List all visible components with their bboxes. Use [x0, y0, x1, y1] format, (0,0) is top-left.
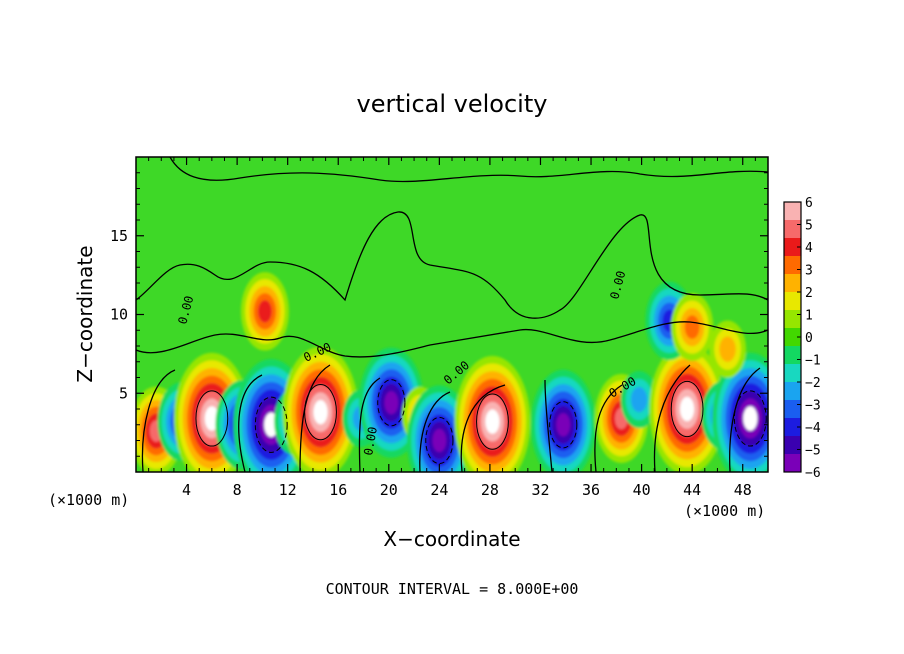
colorbar-tick-label: 2 [805, 286, 813, 301]
zero-contour-upper [169, 157, 768, 183]
x-tick-label: 28 [481, 481, 499, 499]
x-axis-unit-right: (×1000 m) [684, 502, 765, 520]
colorbar-tick-label: −5 [805, 444, 821, 459]
colorbar-tick-label: 3 [805, 264, 813, 279]
colorbar-tick-label: −2 [805, 376, 821, 391]
heatmap-cell [432, 428, 447, 453]
x-tick-label: 20 [380, 481, 398, 499]
zero-contour-middle [136, 211, 768, 319]
colorbar-segment [784, 310, 801, 329]
colorbar-tick-label: 0 [805, 331, 813, 346]
heatmap-cell-contour [733, 390, 767, 447]
heatmap-cell [258, 300, 272, 323]
x-axis-label: X−coordinate [383, 527, 520, 551]
contour-label: 0.00 [361, 426, 380, 457]
x-tick-label: 16 [329, 481, 347, 499]
plot-area: 0.00 0.00 0.00 0.00 0.00 0.00 4 8 12 16 20 24… [110, 156, 769, 499]
y-axis-label: Z−coordinate [73, 245, 97, 382]
heatmap-cell [630, 386, 648, 413]
contour-interval-note: CONTOUR INTERVAL = 8.000E+00 [326, 580, 579, 598]
colorbar-segment [784, 454, 801, 473]
y-tick-label: 15 [110, 227, 128, 245]
colorbar-segment [784, 292, 801, 311]
colorbar-segment [784, 328, 801, 347]
colorbar-tick-label: 5 [805, 219, 813, 234]
heatmap-cell [684, 315, 700, 339]
colorbar-tick-label: −6 [805, 466, 821, 481]
x-tick-label: 44 [683, 481, 701, 499]
colorbar-tick-label: −3 [805, 399, 821, 414]
colorbar-segment [784, 346, 801, 365]
colorbar-segment [784, 202, 801, 221]
heatmap-cell-contour [425, 416, 454, 465]
colorbar-segment [784, 256, 801, 275]
zero-contour-cells [141, 364, 761, 472]
colorbar-segment [784, 274, 801, 293]
colorbar-tick-label: 4 [805, 241, 813, 256]
heatmap-cells [136, 272, 768, 472]
x-tick-label: 40 [633, 481, 651, 499]
heatmap-cell [680, 396, 695, 422]
x-tick-label: 24 [430, 481, 448, 499]
x-tick-label: 36 [582, 481, 600, 499]
colorbar-tick-label: −4 [805, 421, 821, 436]
x-tick-label: 12 [279, 481, 297, 499]
heatmap-cell-contour [549, 401, 578, 449]
x-tick-label: 32 [531, 481, 549, 499]
colorbar-segment [784, 382, 801, 401]
colorbar-segment [784, 238, 801, 257]
colorbar-tick-label: 6 [805, 196, 813, 211]
heatmap-cell [313, 399, 328, 425]
colorbar-segment [784, 220, 801, 239]
y-tick-label: 5 [119, 384, 128, 402]
heatmap-cell-contour [670, 380, 704, 438]
heatmap-cell-contour [377, 379, 406, 427]
heatmap-cell-contour [254, 396, 288, 453]
heatmap-cell-contour [476, 393, 509, 450]
colorbar-segment [784, 436, 801, 455]
chart-title: vertical velocity [357, 90, 548, 118]
x-axis-unit-left: (×1000 m) [48, 491, 129, 509]
heatmap-field [136, 272, 768, 472]
colorbar-tick-label: −1 [805, 354, 821, 369]
colorbar-segment [784, 400, 801, 419]
heatmap-cell-contour [195, 390, 229, 447]
zero-contour-lower [136, 321, 768, 358]
y-tick-label: 10 [110, 306, 128, 324]
colorbar-segment [784, 418, 801, 437]
colorbar-tick-label: 1 [805, 309, 813, 324]
heatmap-cell [384, 391, 399, 415]
heatmap-cell [719, 336, 736, 362]
x-tick-label: 8 [233, 481, 242, 499]
heatmap-cell [556, 413, 571, 437]
x-tick-label: 48 [734, 481, 752, 499]
heatmap-cell [743, 406, 758, 431]
colorbar-segment [784, 364, 801, 383]
colorbar: 6 5 4 3 2 1 0 −1 −2 −3 −4 −5 −6 [783, 196, 821, 481]
zero-contour-lines [136, 157, 768, 472]
x-tick-label: 4 [182, 481, 191, 499]
heatmap-cell [485, 409, 500, 434]
